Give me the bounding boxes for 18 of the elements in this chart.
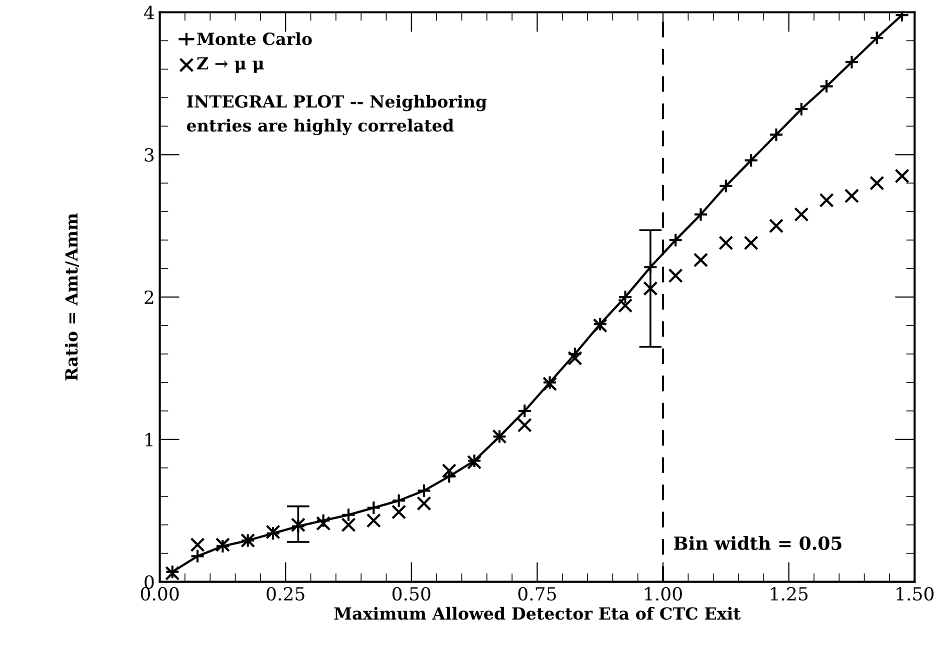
x-tick-label: 1.25: [770, 586, 808, 601]
y-tick-label: 3: [144, 148, 154, 162]
legend-label: Z → μ μ: [197, 57, 264, 73]
x-tick-label: 0.00: [140, 586, 179, 601]
y-tick-label: 4: [144, 6, 154, 20]
y-tick-label: 0: [144, 575, 154, 589]
x-tick-label: 0.50: [392, 586, 430, 601]
legend-label: Monte Carlo: [197, 32, 312, 46]
y-tick-label: 2: [144, 290, 154, 304]
y-tick-label: 1: [146, 432, 152, 446]
x-tick-label: 0.25: [266, 586, 304, 601]
x-axis-title: Maximum Allowed Detector Eta of CTC Exit: [334, 606, 741, 620]
annotation: Bin width = 0.05: [674, 536, 842, 550]
x-tick-label: 1.50: [896, 586, 934, 601]
y-axis-title: Ratio = Amt/Amm: [64, 213, 80, 380]
x-tick-label: 0.75: [518, 586, 556, 601]
annotation: INTEGRAL PLOT -- Neighboring entries are highly correlated: [186, 94, 487, 136]
x-tick-label: 1.00: [645, 586, 682, 601]
